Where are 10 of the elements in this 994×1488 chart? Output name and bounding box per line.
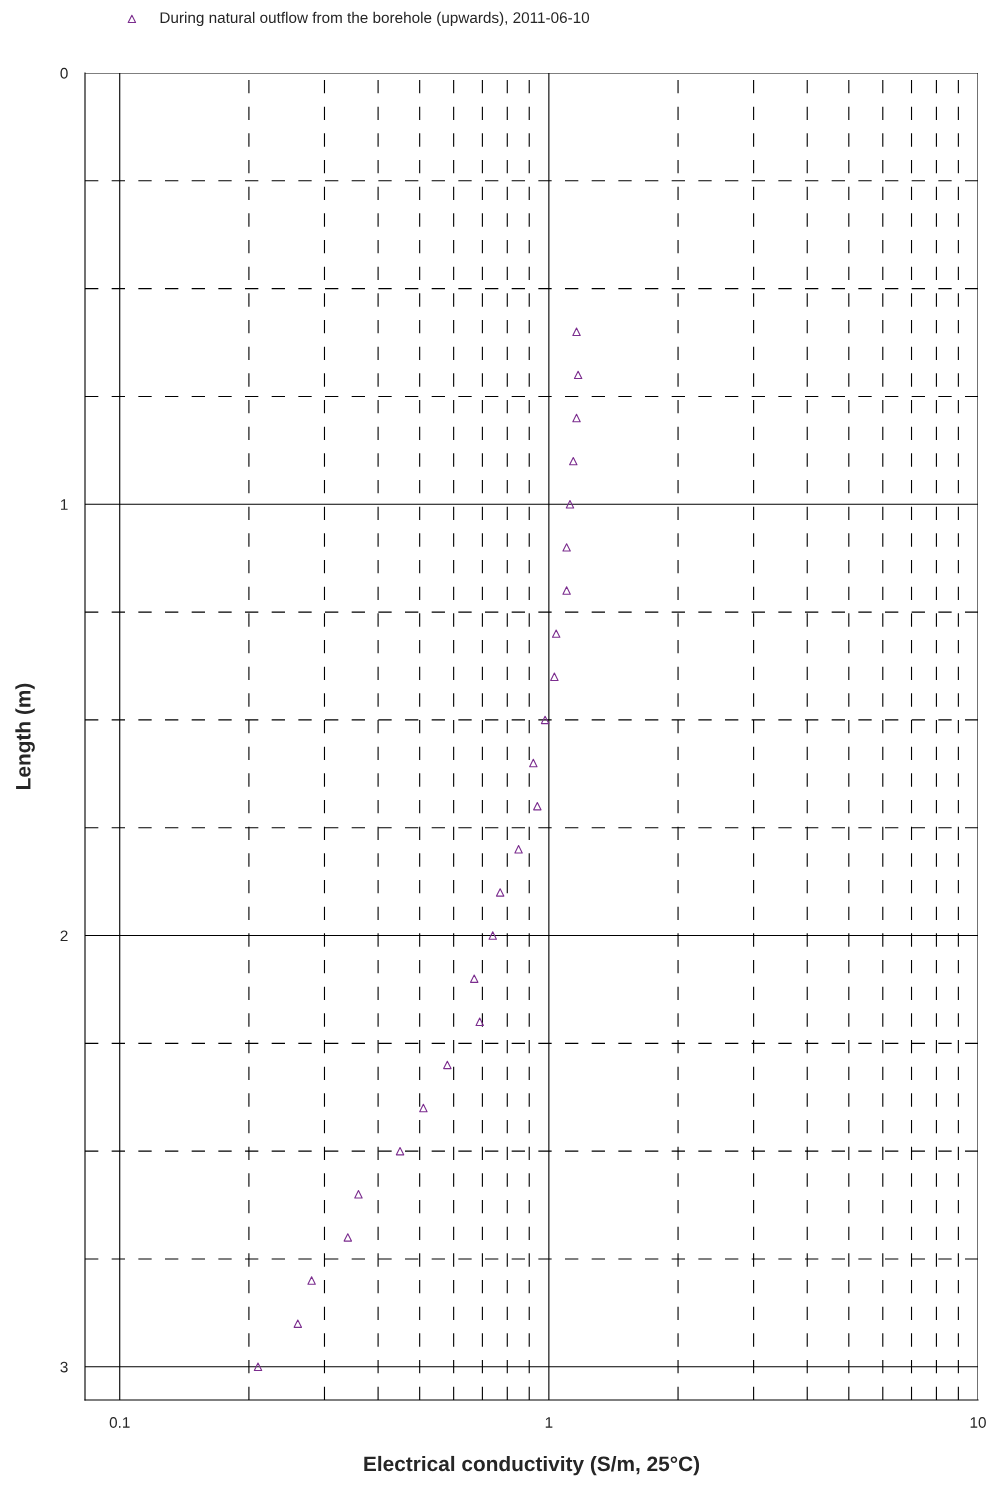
y-axis-title: Length (m) — [15, 683, 35, 789]
y-tick-label: 0 — [60, 67, 68, 79]
x-tick-label: 0.1 — [109, 1417, 130, 1428]
legend-label: During natural outflow from the borehole (upwards), 2011-06-10 — [160, 11, 590, 27]
y-tick-label: 1 — [61, 499, 68, 510]
x-axis-title: Electrical conductivity (S/m, 25°C) — [364, 1455, 700, 1476]
y-tick-label: 2 — [60, 930, 68, 942]
x-tick-label: 1 — [545, 1417, 553, 1428]
x-tick-label: 10 — [970, 1417, 986, 1428]
y-tick-label: 3 — [60, 1361, 68, 1373]
